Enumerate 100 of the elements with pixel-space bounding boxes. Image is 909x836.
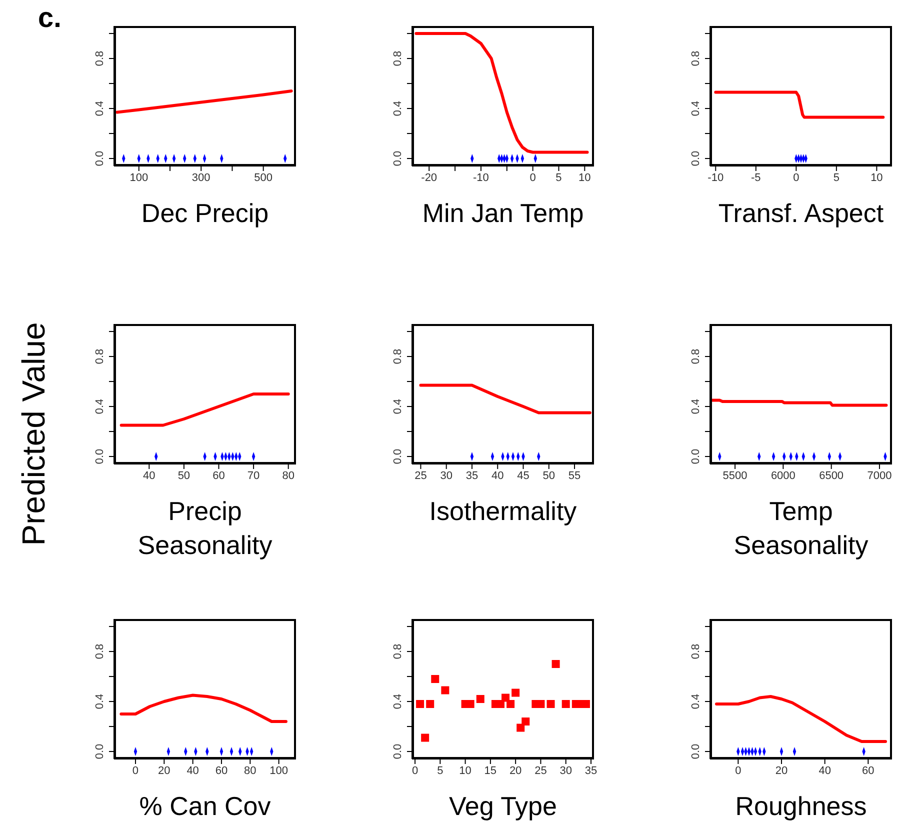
- y-tick-label: 0.0: [392, 150, 404, 166]
- y-tick-label: 0.0: [94, 744, 106, 760]
- x-tick-label: 40: [491, 470, 504, 482]
- y-tick-label: 0.4: [94, 100, 106, 116]
- x-tick-label: 5: [833, 172, 840, 184]
- point: [416, 700, 424, 708]
- y-tick-label: 0.8: [94, 644, 106, 660]
- y-tick-label: 0.8: [94, 50, 106, 66]
- point: [421, 734, 430, 742]
- point: [562, 700, 570, 708]
- x-tick-label: 20: [775, 764, 788, 777]
- x-tick-label: 100: [130, 172, 148, 184]
- y-tick-label: 0.4: [392, 100, 404, 116]
- y-tick-label: 0.8: [94, 348, 106, 364]
- x-tick-label: 0: [412, 764, 418, 777]
- y-tick-label: 0.4: [94, 694, 106, 710]
- y-tick-label: 0.0: [690, 448, 702, 464]
- x-tick-label: 35: [466, 470, 478, 482]
- x-tick-label: 20: [158, 764, 170, 777]
- x-axis-title: Transf. Aspect: [718, 197, 884, 230]
- y-tick-label: 0.4: [690, 694, 702, 710]
- y-tick-label: 0.0: [94, 150, 106, 166]
- y-tick-label: 0.4: [690, 100, 702, 116]
- x-axis-title: Roughness: [735, 790, 867, 823]
- x-axis-title: % Can Cov: [139, 790, 271, 823]
- x-tick-label: 25: [414, 470, 427, 482]
- line-series: [120, 392, 290, 427]
- x-tick-label: 0: [735, 764, 742, 777]
- line-series: [714, 90, 885, 119]
- point: [546, 700, 555, 708]
- point: [522, 718, 530, 726]
- point: [441, 686, 450, 694]
- x-axis-title: Precip Seasonality: [136, 495, 274, 562]
- x-tick-label: 40: [143, 470, 156, 482]
- x-tick-label: 25: [534, 764, 547, 777]
- point: [502, 694, 510, 702]
- x-tick-label: 0: [132, 764, 139, 777]
- x-tick-label: 10: [578, 172, 591, 184]
- y-tick-label: 0.0: [94, 448, 106, 464]
- x-tick-label: 80: [282, 470, 294, 482]
- x-tick-label: 50: [542, 470, 556, 482]
- x-tick-label: 6000: [770, 470, 796, 482]
- y-tick-label: 0.0: [392, 744, 404, 760]
- x-tick-label: 10: [870, 172, 883, 184]
- y-tick-label: 0.8: [392, 644, 404, 660]
- point: [512, 688, 520, 697]
- x-tick-label: 5: [556, 172, 562, 184]
- y-tick-label: 0.8: [392, 50, 404, 66]
- x-tick-label: 100: [270, 764, 288, 777]
- x-tick-label: 7000: [867, 470, 892, 482]
- y-tick-label: 0.8: [392, 348, 404, 364]
- x-tick-label: 60: [212, 470, 225, 482]
- y-tick-label: 0.4: [94, 398, 106, 414]
- x-tick-label: 60: [215, 764, 228, 777]
- x-tick-label: 70: [247, 470, 260, 482]
- y-tick-label: 0.0: [690, 744, 702, 760]
- y-axis-title: Predicted Value: [16, 322, 52, 546]
- x-tick-label: 15: [484, 764, 497, 777]
- y-tick-label: 0.0: [392, 448, 404, 464]
- x-tick-label: 40: [818, 764, 831, 777]
- x-axis-title: Dec Precip: [141, 197, 269, 230]
- x-tick-label: 40: [186, 764, 199, 777]
- line-series: [419, 384, 592, 414]
- x-tick-label: 5: [437, 764, 444, 777]
- y-tick-label: 0.8: [690, 348, 702, 364]
- x-tick-label: 300: [192, 172, 210, 184]
- line-series: [414, 32, 589, 154]
- x-tick-label: 10: [459, 764, 472, 777]
- y-tick-label: 0.4: [690, 398, 702, 414]
- x-axis-title: Temp Seasonality: [732, 495, 870, 562]
- line-series: [120, 694, 288, 723]
- x-tick-label: -10: [708, 172, 724, 184]
- point: [431, 675, 440, 683]
- line-series: [116, 90, 293, 114]
- x-tick-label: 20: [509, 764, 522, 777]
- y-tick-label: 0.0: [690, 150, 702, 166]
- y-tick-label: 0.4: [392, 398, 404, 414]
- x-tick-label: 35: [584, 764, 598, 777]
- x-tick-label: 30: [560, 764, 572, 777]
- x-tick-label: 0: [530, 172, 536, 184]
- x-tick-label: 55: [568, 470, 581, 482]
- point: [516, 724, 525, 732]
- point: [426, 700, 434, 708]
- x-tick-label: 30: [440, 470, 452, 482]
- x-axis-title: Veg Type: [449, 790, 557, 823]
- x-tick-label: 6500: [819, 470, 844, 482]
- y-tick-label: 0.4: [392, 694, 404, 710]
- line-series: [715, 695, 887, 743]
- x-tick-label: -5: [751, 172, 761, 184]
- y-tick-label: 0.8: [690, 644, 702, 660]
- point: [506, 700, 515, 708]
- x-tick-label: 0: [793, 172, 800, 184]
- x-tick-label: 80: [244, 764, 256, 777]
- x-axis-title: Min Jan Temp: [422, 197, 584, 230]
- x-tick-label: 45: [517, 470, 530, 482]
- x-tick-label: -20: [421, 172, 438, 184]
- x-tick-label: 60: [862, 764, 874, 777]
- x-tick-label: 5500: [722, 470, 748, 482]
- x-tick-label: 500: [254, 172, 273, 184]
- point: [476, 695, 484, 703]
